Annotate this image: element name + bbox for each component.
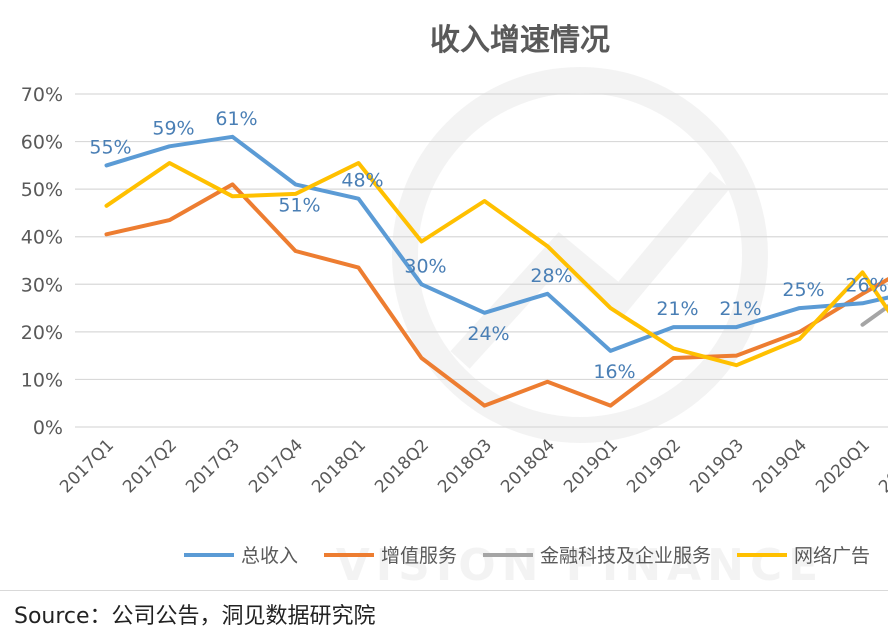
data-label: 25%: [782, 279, 824, 301]
data-label: 59%: [152, 117, 194, 139]
y-tick-label: 10%: [21, 369, 63, 391]
y-tick-label: 20%: [21, 322, 63, 344]
y-tick-label: 50%: [21, 179, 63, 201]
x-tick-label: 2018Q1: [308, 435, 370, 497]
y-axis-ticks: 0% 10% 20% 30% 40% 50% 60% 70%: [21, 84, 63, 439]
series-line: [104, 134, 888, 353]
data-label: 28%: [530, 265, 572, 287]
x-axis-ticks: 2017Q1 2017Q2 2017Q3 2017Q4 2018Q1 2018Q2 2018…: [56, 435, 888, 497]
data-label: 21%: [656, 298, 698, 320]
x-tick-label: 2019Q1: [560, 435, 622, 497]
y-tick-label: 60%: [21, 132, 63, 154]
x-tick-label: 2017Q4: [245, 435, 307, 497]
watermark-text: VISION FINANCE: [336, 540, 825, 590]
x-tick-label: 2017Q1: [56, 435, 118, 497]
line-chart: VISION FINANCE 收入增速情况 0% 10% 20% 30% 40% 50% 6…: [21, 23, 888, 590]
source-note: Source：公司公告，洞见数据研究院: [14, 604, 376, 629]
x-tick-label: 2019Q4: [749, 435, 811, 497]
x-tick-label: 2017Q3: [182, 435, 244, 497]
data-label: 51%: [278, 194, 320, 216]
data-label: 55%: [89, 136, 131, 158]
legend-label: 网络广告: [794, 545, 870, 567]
x-tick-label: 2020Q2: [875, 435, 888, 497]
x-tick-label: 2018Q4: [497, 435, 559, 497]
series-line: [104, 182, 888, 408]
data-label: 61%: [215, 108, 257, 130]
y-tick-label: 30%: [21, 274, 63, 296]
y-tick-label: 70%: [21, 84, 63, 106]
series-lines: [104, 134, 888, 408]
legend-label: 总收入: [241, 545, 298, 567]
x-tick-label: 2018Q3: [434, 435, 496, 497]
x-tick-label: 2019Q2: [623, 435, 685, 497]
x-tick-label: 2018Q2: [371, 435, 433, 497]
x-tick-label: 2019Q3: [686, 435, 748, 497]
series-line: [104, 161, 888, 368]
data-label: 48%: [341, 170, 383, 192]
legend-label: 增值服务: [381, 545, 457, 567]
x-tick-label: 2020Q1: [812, 435, 874, 497]
chart-area: VISION FINANCE 收入增速情况 0% 10% 20% 30% 40% 50% 6…: [0, 23, 888, 591]
y-tick-label: 0%: [33, 417, 63, 439]
legend: 总收入 增值服务 金融科技及企业服务 网络广告: [184, 545, 870, 567]
data-label: 21%: [719, 298, 761, 320]
legend-label: 金融科技及企业服务: [540, 545, 711, 567]
data-labels: 55%59%61%51%48%30%24%28%16%21%21%25%26%2…: [89, 108, 887, 383]
data-label: 24%: [467, 323, 509, 345]
gridlines: [75, 93, 888, 428]
data-label: 16%: [593, 361, 635, 383]
watermark: VISION FINANCE: [336, 67, 825, 590]
data-label: 26%: [845, 274, 887, 296]
x-tick-label: 2017Q2: [119, 435, 181, 497]
data-label: 30%: [404, 255, 446, 277]
y-tick-label: 40%: [21, 227, 63, 249]
chart-title: 收入增速情况: [430, 23, 610, 58]
series-line: [860, 303, 888, 327]
